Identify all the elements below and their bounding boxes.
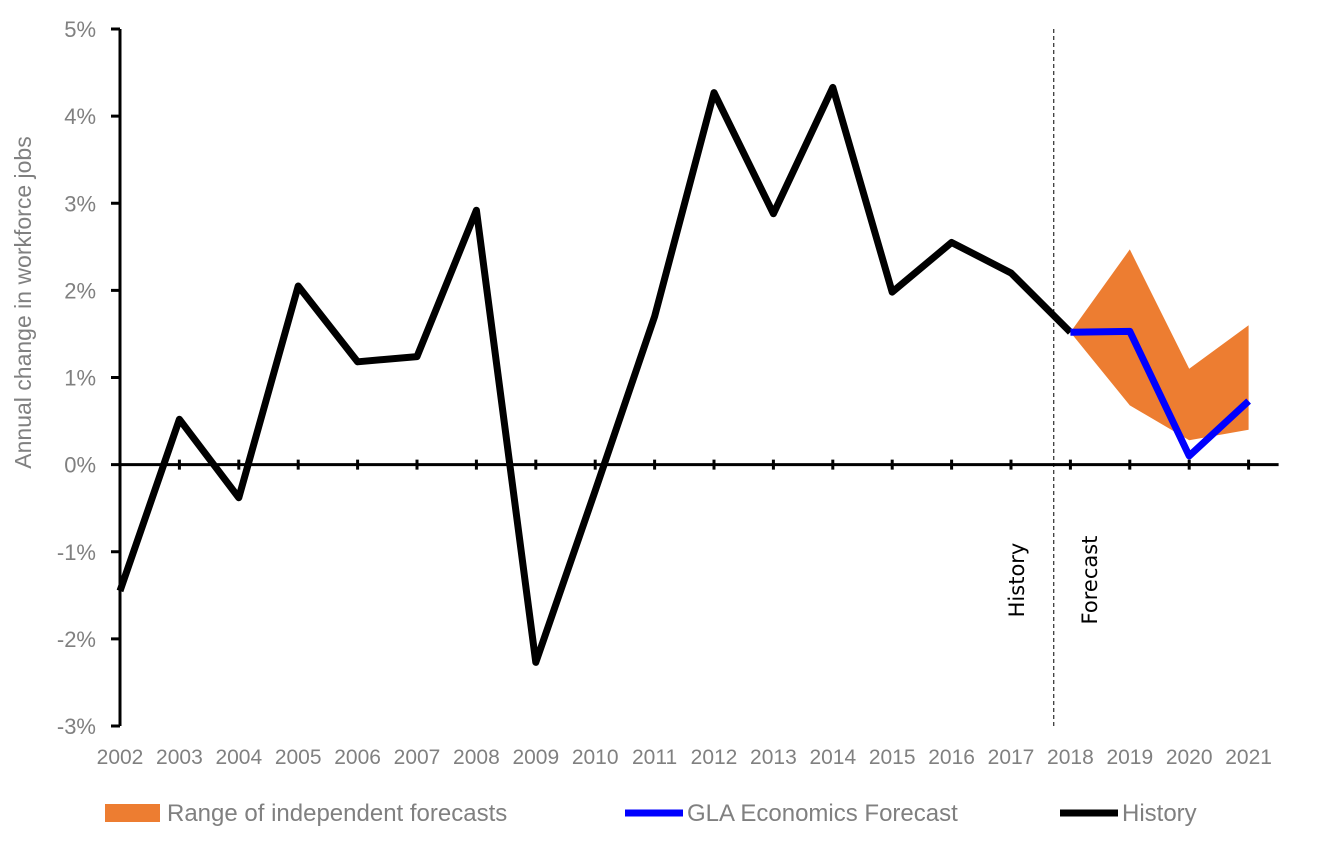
x-tick-label: 2008 <box>453 746 500 769</box>
x-tick-label: 2002 <box>97 746 144 769</box>
y-axis-title: Annual change in workforce jobs <box>10 136 36 468</box>
x-tick-label: 2018 <box>1047 746 1094 769</box>
y-tick-label: 1% <box>64 366 96 391</box>
legend-label: History <box>1122 800 1197 827</box>
x-tick-label: 2021 <box>1225 746 1272 769</box>
x-tick-label: 2004 <box>215 746 262 769</box>
history-line <box>116 83 1073 666</box>
legend-label: GLA Economics Forecast <box>687 800 958 827</box>
x-tick-label: 2017 <box>988 746 1035 769</box>
x-tick-label: 2012 <box>691 746 738 769</box>
y-tick-label: 5% <box>64 17 96 42</box>
gla-economics-forecast-line <box>1070 327 1251 460</box>
x-tick-label: 2005 <box>275 746 322 769</box>
axes: 5% 4% 3% 2% 1% 0% -1% -2% -3%2002 2003 2004 2005 200… <box>10 17 1279 769</box>
forecast-range-band-layer <box>1070 249 1249 441</box>
x-tick-label: 2006 <box>334 746 381 769</box>
x-tick-label: 2010 <box>572 746 619 769</box>
x-tick-label: 2016 <box>928 746 975 769</box>
legend-swatch-band <box>105 804 160 822</box>
forecast-label: Forecast <box>1078 536 1102 625</box>
x-tick-label: 2007 <box>394 746 441 769</box>
y-tick-label: -3% <box>57 714 96 739</box>
x-tick-label: 2015 <box>869 746 916 769</box>
x-tick-label: 2019 <box>1106 746 1153 769</box>
y-tick-label: 3% <box>64 191 96 216</box>
x-tick-label: 2003 <box>156 746 203 769</box>
y-tick-label: 2% <box>64 278 96 303</box>
x-tick-label: 2011 <box>632 746 677 769</box>
y-tick-label: 0% <box>64 453 96 478</box>
history-label: History <box>1005 543 1029 618</box>
y-tick-label: 4% <box>64 104 96 129</box>
x-tick-label: 2009 <box>512 746 559 769</box>
y-tick-label: -2% <box>57 627 96 652</box>
history-forecast-divider: History Forecast <box>1005 29 1102 726</box>
y-tick-label: -1% <box>57 540 96 565</box>
legend-label: Range of independent forecasts <box>167 800 507 827</box>
x-tick-label: 2013 <box>750 746 797 769</box>
forecast-range-band <box>1070 249 1249 441</box>
series-lines <box>116 83 1251 666</box>
legend: Range of independent forecasts GLA Econom… <box>105 800 1197 827</box>
x-tick-label: 2014 <box>809 746 856 769</box>
x-tick-label: 2020 <box>1166 746 1213 769</box>
